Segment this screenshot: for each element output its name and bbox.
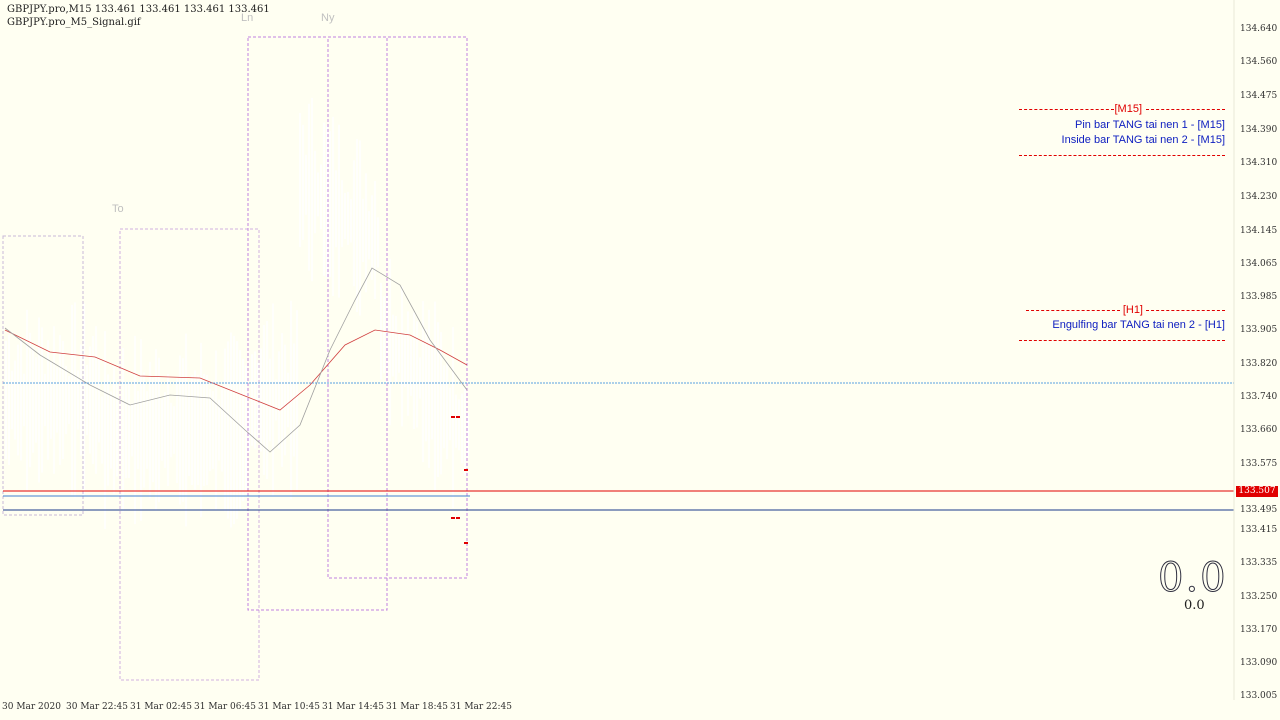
y-axis-label: 133.415 — [1240, 525, 1278, 535]
y-axis-label: 133.090 — [1240, 658, 1278, 668]
signal-separator — [1019, 109, 1114, 110]
y-axis-label: 133.985 — [1240, 292, 1278, 302]
symbol-header: GBPJPY.pro,M15 133.461 133.461 133.461 1… — [7, 4, 270, 15]
y-axis-label: 134.065 — [1240, 259, 1278, 269]
y-axis-label: 133.660 — [1240, 425, 1278, 435]
signal-m15-header: [M15] — [1114, 103, 1142, 115]
signal-m15-line-2: Inside bar TANG tai nen 2 - [M15] — [1061, 134, 1225, 146]
session-label-london: Ln — [241, 12, 254, 24]
y-axis-label: 134.310 — [1240, 158, 1278, 168]
session-box-newyork — [327, 36, 468, 579]
session-label-tokyo: To — [112, 203, 124, 215]
moving-average-red — [4, 329, 468, 411]
y-axis-label: 133.495 — [1240, 505, 1278, 515]
signal-m15-line-1: Pin bar TANG tai nen 1 - [M15] — [1075, 119, 1225, 131]
x-axis-label: 31 Mar 02:45 — [130, 702, 192, 712]
indicator-header: GBPJPY.pro_M5_Signal.gif — [7, 17, 141, 28]
moving-average-gray — [4, 267, 468, 453]
session-label-newyork: Ny — [321, 12, 335, 24]
x-axis-label: 30 Mar 22:45 — [66, 702, 128, 712]
y-axis-label: 134.145 — [1240, 226, 1278, 236]
signal-separator — [1019, 155, 1225, 156]
signal-separator — [1146, 109, 1225, 110]
y-axis-label: 133.575 — [1240, 459, 1278, 469]
y-axis-label: 133.250 — [1240, 592, 1278, 602]
y-axis-label: 134.390 — [1240, 125, 1278, 135]
y-axis-label: 133.820 — [1240, 359, 1278, 369]
y-axis-label: 133.335 — [1240, 558, 1278, 568]
y-axis-label: 134.560 — [1240, 57, 1278, 67]
y-axis-label: 134.475 — [1240, 91, 1278, 101]
session-box-london — [247, 36, 388, 611]
x-axis-label: 31 Mar 18:45 — [386, 702, 448, 712]
signal-separator — [1146, 310, 1225, 311]
y-axis-label: 134.230 — [1240, 192, 1278, 202]
signal-separator — [1026, 310, 1120, 311]
y-axis-label: 133.905 — [1240, 325, 1278, 335]
signal-markers — [451, 416, 468, 544]
signal-h1-line-1: Engulfing bar TANG tai nen 2 - [H1] — [1052, 319, 1225, 331]
session-box-asia-prev — [2, 235, 84, 516]
y-axis-label: 133.740 — [1240, 392, 1278, 402]
signal-h1-header: [H1] — [1122, 304, 1143, 316]
current-price-tag: 133.507 — [1236, 486, 1278, 497]
candlesticks — [5, 97, 469, 529]
y-axis-label: 133.005 — [1240, 691, 1278, 701]
y-axis-label: 134.640 — [1240, 24, 1278, 34]
y-axis-label: 133.170 — [1240, 625, 1278, 635]
x-axis-label: 31 Mar 22:45 — [450, 702, 512, 712]
x-axis-label: 31 Mar 10:45 — [258, 702, 320, 712]
x-axis-label: 31 Mar 14:45 — [322, 702, 384, 712]
counter-small: 0.0 — [1184, 598, 1205, 613]
x-axis-label: 30 Mar 2020 — [2, 702, 61, 712]
signal-separator — [1019, 340, 1225, 341]
x-axis-label: 31 Mar 06:45 — [194, 702, 256, 712]
counter-big: 0.0 — [1158, 555, 1228, 602]
